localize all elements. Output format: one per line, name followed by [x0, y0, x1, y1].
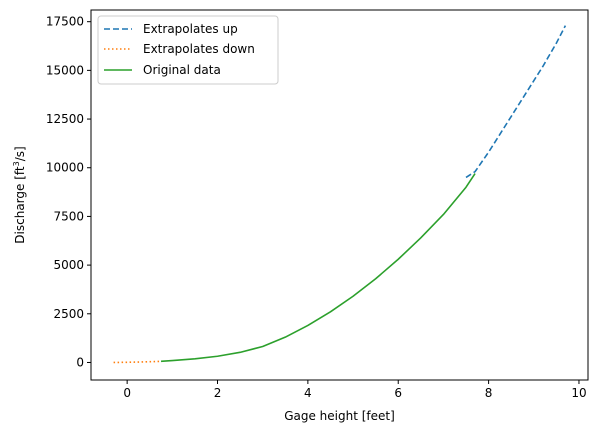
legend-label-extrapolates-up: Extrapolates up	[143, 22, 238, 36]
legend-label-extrapolates-down: Extrapolates down	[143, 42, 255, 56]
x-tick-label: 0	[123, 386, 131, 400]
plot-frame	[90, 9, 589, 381]
y-tick-label: 10000	[46, 161, 84, 175]
y-tick-label: 0	[76, 355, 84, 369]
y-tick-label: 12500	[46, 112, 84, 126]
plot-lines	[113, 25, 567, 364]
x-tick-label: 6	[394, 386, 402, 400]
x-tick-label: 2	[214, 386, 222, 400]
legend-item-extrapolates-down: Extrapolates down	[104, 42, 255, 56]
legend-label-original-data: Original data	[143, 63, 221, 77]
series-line-extrapolates-down	[113, 360, 162, 364]
y-tick-label: 5000	[53, 258, 84, 272]
y-axis-label-suffix: /s]	[13, 146, 27, 161]
legend-item-original-data: Original data	[104, 63, 221, 77]
legend-box	[97, 15, 279, 85]
y-axis-label: Discharge [ft3/s]	[12, 146, 27, 243]
y-axis-label-superscript: 3	[12, 161, 21, 166]
y-tick-label: 2500	[53, 307, 84, 321]
y-axis-ticks: 0 2500 5000 7500 10000 12500 15000 17500	[46, 15, 91, 369]
legend-item-extrapolates-up: Extrapolates up	[104, 22, 238, 36]
series-line-extrapolates-up	[465, 25, 567, 179]
x-tick-label: 8	[485, 386, 493, 400]
x-tick-label: 4	[304, 386, 312, 400]
x-axis-label: Gage height [feet]	[284, 409, 395, 423]
x-axis-ticks: 0 2 4 6 8 10	[123, 380, 587, 400]
y-tick-label: 7500	[53, 209, 84, 223]
y-tick-label: 17500	[46, 15, 84, 29]
y-tick-label: 15000	[46, 63, 84, 77]
legend: Extrapolates up Extrapolates down Origin…	[97, 15, 279, 85]
x-tick-label: 10	[571, 386, 586, 400]
series-line-original-data	[160, 173, 476, 363]
y-axis-label-main: Discharge [ft	[13, 166, 27, 244]
